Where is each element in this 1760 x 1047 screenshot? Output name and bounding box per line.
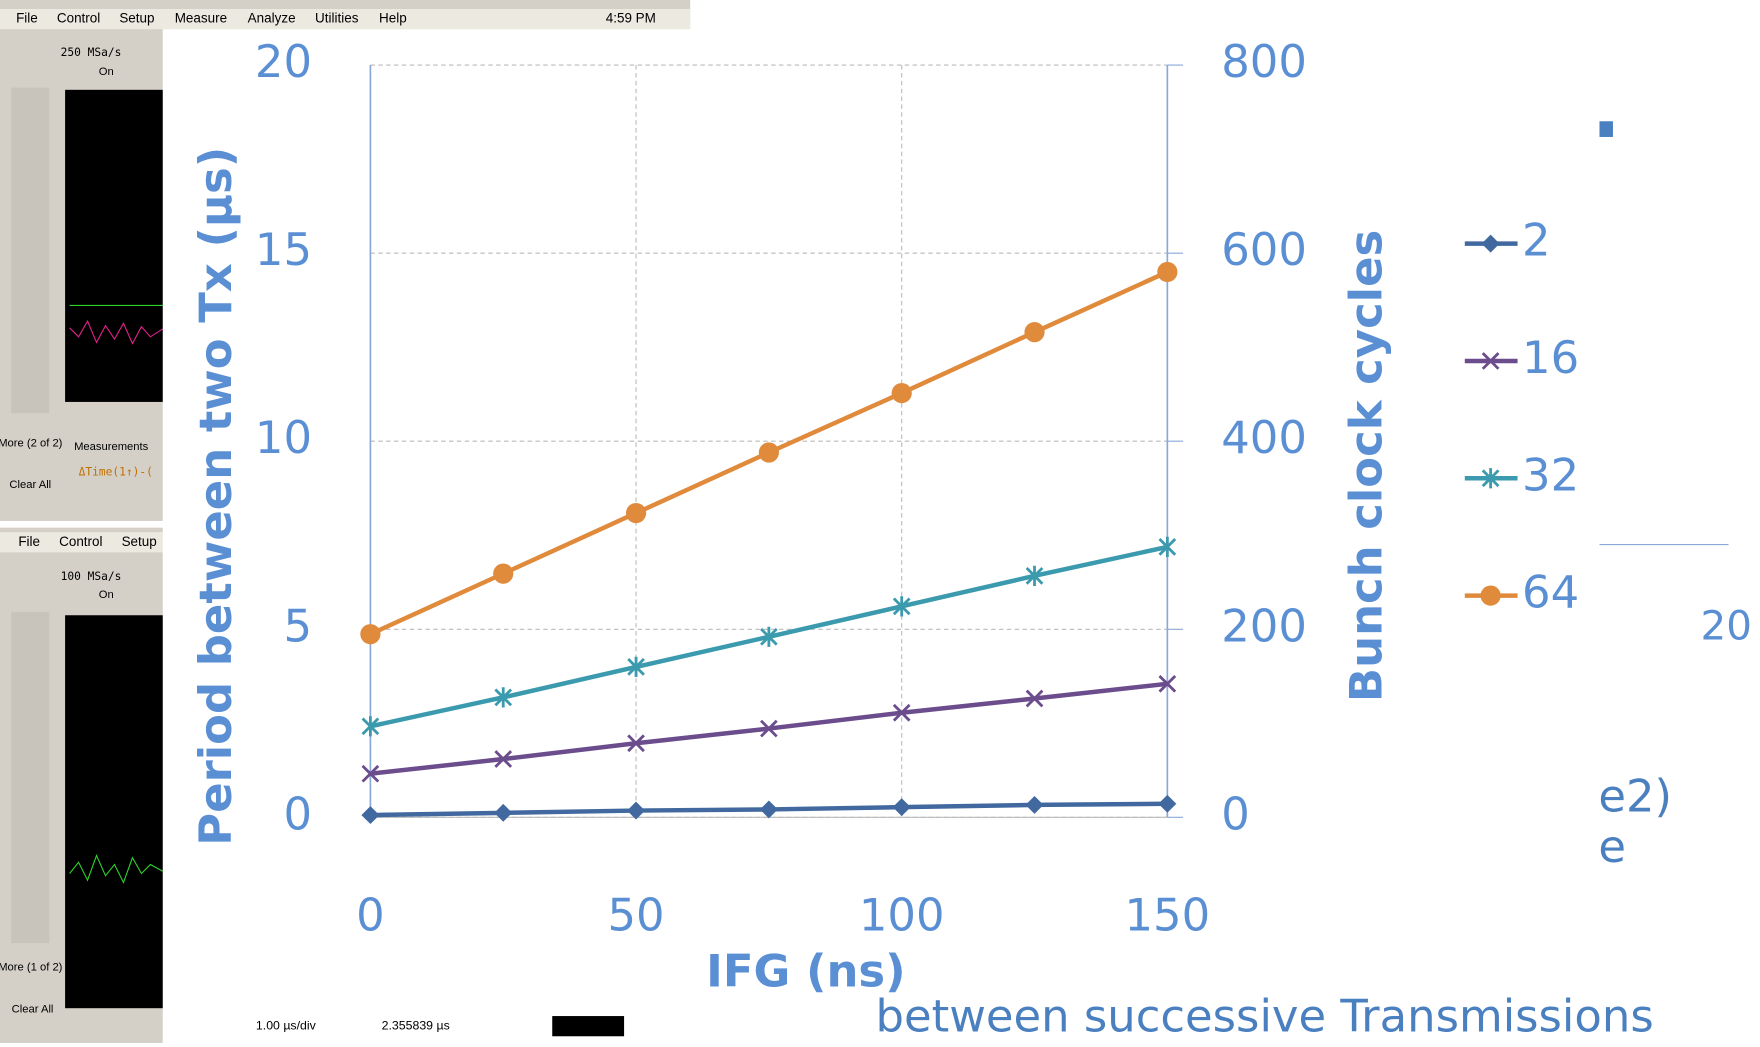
menu-item[interactable]: Control bbox=[59, 534, 102, 549]
legend-label: 64 bbox=[1522, 566, 1579, 619]
sample-rate: 100 MSa/s bbox=[61, 570, 122, 583]
y-tick-label: 20 bbox=[255, 35, 312, 88]
measurements-tab[interactable]: Measurements bbox=[74, 441, 149, 453]
x-axis-title: IFG (ns) bbox=[706, 945, 906, 998]
y2-tick-label: 200 bbox=[1221, 599, 1307, 652]
y-tick-label: 10 bbox=[255, 411, 312, 464]
x-tick-label: 100 bbox=[859, 888, 945, 941]
marker bbox=[1157, 262, 1177, 282]
marker bbox=[759, 442, 779, 462]
delay: 2.355839 µs bbox=[382, 1018, 450, 1032]
toolbar bbox=[11, 612, 49, 943]
x-tick-label: 50 bbox=[607, 888, 664, 941]
trigger-level: 2.87 mV bbox=[557, 1018, 604, 1032]
y2-tick-label: 0 bbox=[1221, 787, 1250, 840]
measurement: ΔTime(1↑)-( bbox=[79, 466, 153, 479]
legend-label: 2 bbox=[1522, 214, 1551, 267]
page: {"chart_data": {"type": "line", "x_label… bbox=[0, 0, 1760, 1043]
channel-on: On bbox=[99, 66, 114, 78]
y-axis-title: Period between two Tx (µs) bbox=[189, 147, 242, 846]
y-tick-label: 0 bbox=[283, 787, 312, 840]
clear-button[interactable]: Clear All bbox=[12, 1003, 54, 1015]
sample-rate: 250 MSa/s bbox=[61, 46, 122, 59]
more-button[interactable]: More (1 of 2) bbox=[0, 962, 63, 974]
clear-button[interactable]: Clear All bbox=[9, 479, 51, 491]
menu-item[interactable]: File bbox=[16, 11, 38, 26]
legend-label: 32 bbox=[1522, 448, 1579, 501]
slide-fragment: e bbox=[1598, 820, 1626, 873]
menu-item[interactable]: Help bbox=[379, 11, 407, 26]
y2-tick-label: 400 bbox=[1221, 411, 1307, 464]
marker bbox=[626, 503, 646, 523]
menu-item[interactable]: File bbox=[18, 534, 40, 549]
channel-on: On bbox=[99, 589, 114, 601]
more-button[interactable]: More (2 of 2) bbox=[0, 437, 63, 449]
marker bbox=[360, 624, 380, 644]
y-tick-label: 15 bbox=[255, 223, 312, 276]
y-tick-label: 5 bbox=[283, 599, 312, 652]
slide-fragment-mark bbox=[1599, 121, 1612, 137]
scope-screen bbox=[65, 615, 166, 1008]
scope-screen bbox=[65, 90, 166, 402]
menu-item[interactable]: Measure bbox=[175, 11, 227, 26]
menu-item[interactable]: Setup bbox=[119, 11, 154, 26]
chart-area bbox=[163, 29, 1760, 527]
menu-item[interactable]: Setup bbox=[122, 534, 157, 549]
menu-item[interactable]: Control bbox=[57, 11, 100, 26]
clock: 4:59 PM bbox=[606, 11, 656, 26]
screen: 4:59 PM 250 MSa/s On More (2 of 2) Clear… bbox=[0, 0, 1760, 1043]
toolbar bbox=[11, 88, 49, 414]
slide-caption: between successive Transmissions bbox=[876, 989, 1654, 1042]
menu-item[interactable]: Utilities bbox=[315, 11, 359, 26]
chart-area bbox=[690, 0, 1760, 29]
timebase: 1.00 µs/div bbox=[256, 1018, 317, 1032]
marker bbox=[892, 383, 912, 403]
x-tick-label: 150 bbox=[1125, 888, 1211, 941]
legend-label: 16 bbox=[1522, 331, 1579, 384]
y2-tick-label: 600 bbox=[1221, 223, 1307, 276]
chart-area bbox=[163, 521, 1760, 1043]
marker bbox=[493, 564, 513, 584]
y2-axis-title: Bunch clock cycles bbox=[1339, 230, 1392, 702]
y2-tick-label: 800 bbox=[1221, 35, 1307, 88]
legend-marker bbox=[1481, 585, 1501, 605]
slide-axis-label: 20 bbox=[1701, 602, 1752, 650]
slide-fragment: e2) bbox=[1598, 769, 1672, 822]
menu-item[interactable]: Analyze bbox=[248, 11, 296, 26]
marker bbox=[1024, 322, 1044, 342]
x-tick-label: 0 bbox=[356, 888, 385, 941]
